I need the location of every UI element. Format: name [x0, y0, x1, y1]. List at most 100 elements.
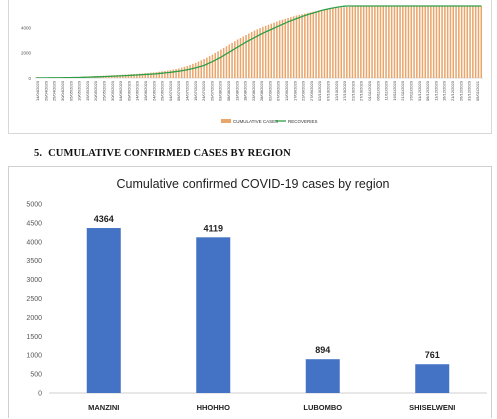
cumulative-cases-bar: [268, 25, 270, 78]
cumulative-cases-bar: [315, 11, 317, 78]
top-x-tick-label: 18/08/2020: [243, 80, 248, 101]
cumulative-cases-bar: [467, 6, 469, 78]
top-x-tick-label: 03/08/2020: [218, 80, 223, 101]
cumulative-cases-bar: [425, 6, 427, 78]
top-plot-area: [35, 6, 482, 78]
cumulative-cases-bar: [265, 26, 267, 78]
cumulative-cases-bar: [346, 7, 348, 78]
cumulative-cases-bar: [184, 67, 186, 78]
top-y-tick-label: 0: [28, 76, 31, 81]
y-tick-label: 2500: [26, 296, 42, 303]
cumulative-cases-bar: [189, 65, 191, 78]
cumulative-cases-bar: [276, 22, 278, 78]
top-x-tick-label: 07/10/2020: [326, 80, 331, 101]
top-x-tick-label: 23/08/2020: [251, 80, 256, 101]
cumulative-cases-bar: [439, 6, 441, 78]
legend-cases-swatch: [221, 119, 231, 123]
top-x-tick-label: 09/06/2020: [126, 80, 131, 101]
cumulative-cases-bar: [416, 6, 418, 78]
cumulative-cases-bar: [301, 14, 303, 78]
top-x-tick-label: 13/08/2020: [234, 80, 239, 101]
top-x-tick-label: 24/07/2020: [201, 80, 206, 101]
cumulative-cases-bar: [481, 6, 483, 78]
cumulative-cases-bar: [411, 6, 413, 78]
cumulative-cases-bar: [472, 6, 474, 78]
cumulative-cases-bar: [282, 20, 284, 78]
legend-cases-label: CUMULATIVE CASES: [233, 119, 278, 124]
top-x-tick-label: 27/10/2020: [359, 80, 364, 101]
top-x-tick-label: 05/05/2020: [68, 80, 73, 101]
top-x-tick-label: 07/09/2020: [276, 80, 281, 101]
cumulative-cases-bar: [391, 6, 393, 78]
top-x-tick-label: 22/10/2020: [350, 80, 355, 101]
cumulative-cases-bar: [229, 45, 231, 78]
cumulative-cases-bar: [430, 6, 432, 78]
bar-lubombo: [306, 359, 340, 393]
cumulative-cases-bar: [441, 6, 443, 78]
top-y-tick-label: 2000: [21, 51, 32, 56]
cumulative-cases-bar: [444, 6, 446, 78]
top-x-tick-label: 20/04/2020: [43, 80, 48, 101]
cumulative-cases-bar: [394, 6, 396, 78]
top-x-tick-label: 14/07/2020: [184, 80, 189, 101]
cumulative-cases-bar: [433, 6, 435, 78]
cumulative-cases-bar: [167, 71, 169, 78]
cumulative-cases-bar: [159, 72, 161, 78]
top-x-tick-label: 26/12/2020: [458, 80, 463, 101]
top-x-tick-label: 30/04/2020: [60, 80, 65, 101]
data-label: 894: [315, 345, 330, 355]
top-x-tick-label: 28/08/2020: [259, 80, 264, 101]
top-x-tick-label: 22/09/2020: [301, 80, 306, 101]
bar-shiselweni: [415, 364, 449, 393]
top-x-tick-label: 21/12/2020: [450, 80, 455, 101]
cumulative-cases-bar: [285, 19, 287, 78]
top-x-tick-label: 19/06/2020: [143, 80, 148, 101]
top-x-tick-label: 16/12/2020: [442, 80, 447, 101]
top-x-tick-label: 15/05/2020: [85, 80, 90, 101]
top-x-tick-label: 29/07/2020: [209, 80, 214, 101]
cumulative-cases-bar: [380, 6, 382, 78]
cumulative-cases-bar: [304, 14, 306, 78]
y-tick-label: 5000: [26, 202, 42, 209]
cumulative-cases-bar: [262, 27, 264, 78]
cumulative-cases-bar: [360, 6, 362, 78]
section-heading: 5. CUMULATIVE CONFIRMED CASES BY REGION: [34, 148, 297, 159]
top-x-tick-label: 17/09/2020: [292, 80, 297, 101]
top-x-tick-label: 05/01/2021: [475, 80, 480, 101]
cumulative-cases-bar: [332, 8, 334, 78]
cumulative-cases-bar: [352, 7, 354, 78]
top-x-tick-label: 16/11/2020: [392, 80, 397, 100]
cumulative-cases-bar: [385, 6, 387, 78]
cumulative-cases-bar: [206, 58, 208, 78]
bar-hhohho: [196, 237, 230, 393]
top-x-tick-label: 10/05/2020: [77, 80, 82, 101]
cumulative-cases-bar: [296, 15, 298, 78]
top-x-tick-label: 06/11/2020: [375, 80, 380, 100]
cumulative-cases-bar: [293, 16, 295, 78]
cumulative-cases-bar: [475, 6, 477, 78]
top-x-tick-label: 09/07/2020: [176, 80, 181, 101]
section-title: CUMULATIVE CONFIRMED CASES BY REGION: [48, 148, 291, 159]
cumulative-cases-bar: [335, 8, 337, 78]
cumulative-cases-bar: [321, 10, 323, 78]
y-tick-label: 1000: [26, 353, 42, 360]
cumulative-cases-bar: [212, 55, 214, 78]
cumulative-cases-bar: [290, 17, 292, 78]
cumulative-cases-bar: [271, 24, 273, 78]
cumulative-cases-bar: [402, 6, 404, 78]
cumulative-cases-bar: [436, 6, 438, 78]
cumulative-cases-bar: [371, 6, 373, 78]
cumulative-cases-bar: [453, 6, 455, 78]
section-number: 5.: [34, 148, 42, 159]
top-x-tick-label: 17/10/2020: [342, 80, 347, 101]
cumulative-cases-bar: [399, 6, 401, 78]
cumulative-cases-bar: [413, 6, 415, 78]
cumulative-cases-bar: [170, 70, 172, 78]
top-x-tick-label: 12/10/2020: [334, 80, 339, 101]
cumulative-cases-bar: [217, 51, 219, 78]
cumulative-cases-bar: [220, 50, 222, 78]
top-x-tick-label: 14/06/2020: [135, 80, 140, 101]
top-x-tick-label: 11/11/2020: [384, 80, 389, 100]
cumulative-cases-bar: [461, 6, 463, 78]
y-tick-label: 500: [30, 372, 42, 379]
